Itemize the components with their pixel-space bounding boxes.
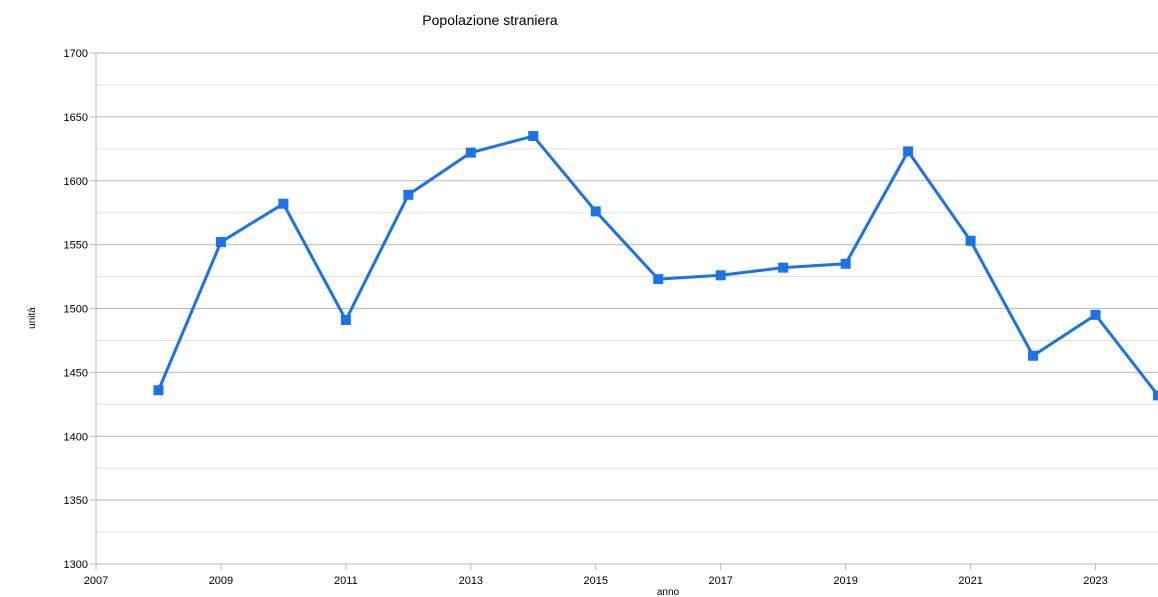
x-tick-label: 2019 bbox=[833, 575, 857, 587]
axes bbox=[90, 52, 1158, 570]
x-tick-label: 2007 bbox=[84, 575, 108, 587]
series bbox=[153, 131, 1158, 401]
y-tick-label: 1600 bbox=[64, 176, 88, 188]
data-point bbox=[840, 258, 851, 269]
data-point bbox=[153, 385, 164, 396]
y-axis-label: unità bbox=[27, 307, 38, 329]
data-point bbox=[1153, 390, 1158, 401]
x-tick-label: 2021 bbox=[958, 575, 982, 587]
series-line bbox=[157, 134, 1158, 397]
y-tick-label: 1500 bbox=[64, 304, 88, 316]
x-tick-label: 2023 bbox=[1083, 575, 1107, 587]
y-tick-label: 1550 bbox=[64, 240, 88, 252]
x-tick-label: 2011 bbox=[334, 575, 358, 587]
x-tick-label: 2017 bbox=[708, 575, 732, 587]
y-tick-label: 1700 bbox=[64, 48, 88, 60]
y-tick-label: 1450 bbox=[64, 367, 88, 379]
grid bbox=[96, 52, 1158, 565]
data-point bbox=[215, 237, 226, 248]
data-point bbox=[778, 262, 789, 273]
x-tick-label: 2015 bbox=[584, 575, 608, 587]
data-point bbox=[403, 189, 414, 200]
data-point bbox=[590, 206, 601, 217]
tick-labels: 1300 1350 1400 1450 1500 1550 1600 1650 1700 2007… bbox=[64, 48, 1108, 587]
x-axis-label: anno bbox=[657, 587, 680, 597]
data-point bbox=[965, 235, 976, 246]
y-tick-label: 1350 bbox=[64, 495, 88, 507]
y-tick-label: 1300 bbox=[64, 559, 88, 571]
data-point bbox=[465, 147, 476, 158]
y-tick-label: 1650 bbox=[64, 112, 88, 124]
data-point bbox=[1090, 309, 1101, 320]
data-point bbox=[1028, 350, 1039, 361]
data-point bbox=[903, 146, 914, 157]
data-point bbox=[653, 274, 664, 285]
y-tick-label: 1400 bbox=[64, 431, 88, 443]
x-tick-label: 2013 bbox=[459, 575, 483, 587]
data-point bbox=[340, 314, 351, 325]
data-point bbox=[715, 270, 726, 281]
chart-title: Popolazione straniera bbox=[422, 12, 558, 28]
data-point bbox=[528, 131, 539, 142]
data-point bbox=[278, 198, 289, 209]
x-tick-label: 2009 bbox=[209, 575, 233, 587]
